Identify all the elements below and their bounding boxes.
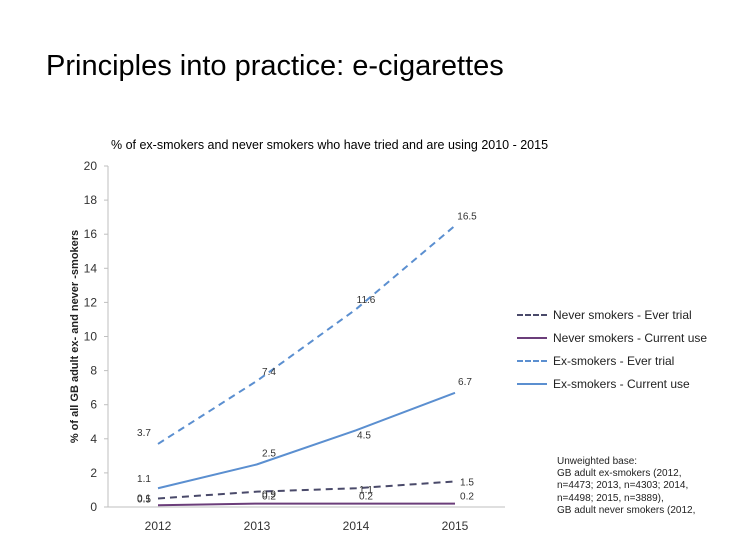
series-line bbox=[157, 391, 456, 490]
data-label: 0.2 bbox=[262, 492, 276, 503]
data-label: 0.2 bbox=[359, 492, 373, 503]
data-label: 1.1 bbox=[137, 474, 151, 485]
legend-label: Never smokers - Current use bbox=[553, 330, 708, 345]
y-tick-label: 18 bbox=[84, 193, 98, 207]
legend-swatch bbox=[517, 336, 547, 339]
data-label: 1.1 bbox=[359, 485, 373, 496]
note-line: Unweighted base: bbox=[557, 456, 638, 467]
x-tick-label: 2013 bbox=[244, 519, 271, 533]
data-label: 0.2 bbox=[460, 492, 474, 503]
legend-swatch bbox=[517, 359, 547, 362]
series-line bbox=[157, 224, 456, 445]
x-tick-labels: 2012 2013 2014 2015 bbox=[145, 519, 469, 533]
legend-label: Ex-smokers - Ever trial bbox=[553, 353, 675, 368]
legend-swatch bbox=[517, 313, 547, 316]
legend-item: Never smokers - Ever trial bbox=[517, 303, 707, 326]
y-tick-label: 10 bbox=[84, 330, 98, 344]
chart-axes bbox=[104, 165, 505, 508]
data-label: 6.7 bbox=[458, 377, 472, 388]
note-line: GB adult ex-smokers (2012, bbox=[557, 468, 682, 480]
data-label: 1.5 bbox=[460, 477, 474, 488]
legend-label: Ex-smokers - Current use bbox=[553, 376, 690, 391]
data-label: 7.4 bbox=[262, 367, 276, 378]
note-line: n=4498; 2015, n=3889), bbox=[557, 492, 664, 504]
y-axis-label: % of all GB adult ex- and never -smokers bbox=[69, 230, 81, 443]
y-tick-label: 6 bbox=[90, 398, 97, 412]
data-label: 0.5 bbox=[137, 494, 151, 505]
y-tick-label: 20 bbox=[84, 159, 98, 173]
y-tick-labels: 0 2 4 6 8 10 12 14 16 18 20 bbox=[84, 159, 98, 514]
data-label: 0.9 bbox=[262, 490, 276, 501]
data-label: 3.7 bbox=[137, 428, 151, 439]
data-label: 11.6 bbox=[357, 295, 376, 306]
x-tick-label: 2014 bbox=[343, 519, 370, 533]
data-labels: 0.5 0.9 1.1 1.5 0.1 0.2 0.2 0.2 3.7 7.4 11.6 16.5 1.… bbox=[137, 212, 477, 506]
x-tick-label: 2015 bbox=[442, 519, 469, 533]
data-label: 0.1 bbox=[137, 493, 151, 504]
y-tick-label: 14 bbox=[84, 261, 98, 275]
note-line: n=4473; 2013, n=4303; 2014, bbox=[557, 480, 689, 492]
legend-item: Ex-smokers - Ever trial bbox=[517, 349, 707, 372]
chart-legend: Never smokers - Ever trial Never smokers … bbox=[517, 303, 707, 395]
data-label: 4.5 bbox=[357, 430, 371, 441]
y-tick-label: 2 bbox=[90, 466, 97, 480]
base-note: Unweighted base: GB adult ex-smokers (20… bbox=[557, 456, 732, 517]
legend-item: Ex-smokers - Current use bbox=[517, 372, 707, 395]
series-line bbox=[157, 480, 456, 500]
y-tick-label: 12 bbox=[84, 295, 98, 309]
y-tick-label: 8 bbox=[90, 364, 97, 378]
series-lines bbox=[157, 224, 456, 507]
data-label: 2.5 bbox=[262, 448, 276, 459]
y-tick-label: 4 bbox=[90, 432, 97, 446]
slide-title: Principles into practice: e-cigarettes bbox=[46, 50, 504, 82]
chart-subtitle: % of ex-smokers and never smokers who ha… bbox=[111, 138, 549, 152]
series-line bbox=[157, 502, 455, 507]
legend-swatch bbox=[517, 382, 547, 385]
y-tick-label: 16 bbox=[84, 227, 98, 241]
x-tick-label: 2012 bbox=[145, 519, 172, 533]
legend-label: Never smokers - Ever trial bbox=[553, 307, 692, 322]
data-label: 16.5 bbox=[457, 212, 477, 223]
y-tick-label: 0 bbox=[90, 500, 97, 514]
note-line: GB adult never smokers (2012, bbox=[557, 504, 696, 516]
legend-item: Never smokers - Current use bbox=[517, 326, 707, 349]
